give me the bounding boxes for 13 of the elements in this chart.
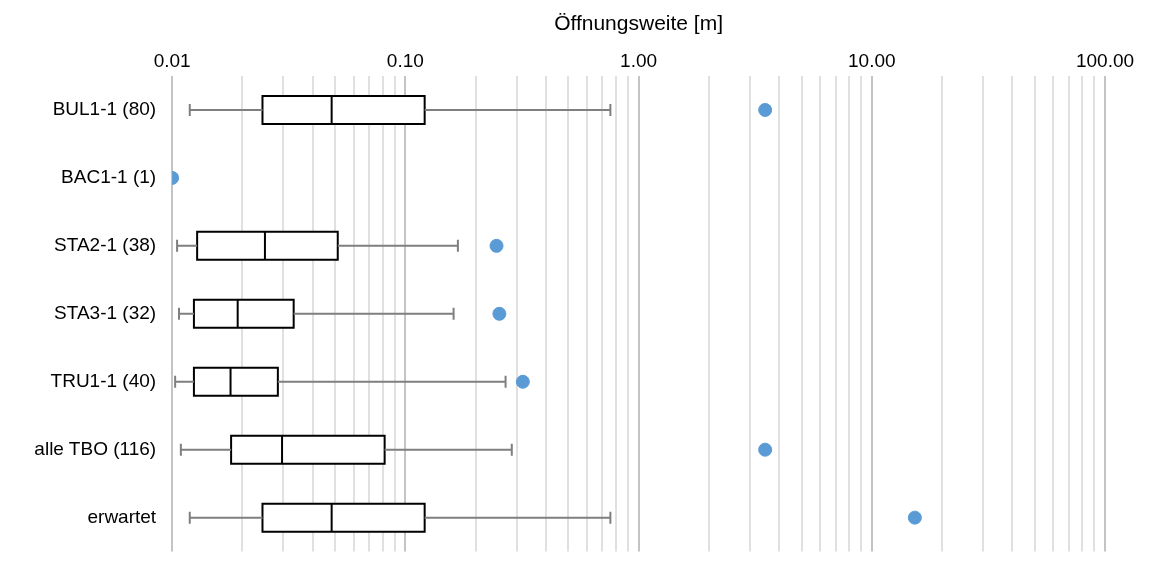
y-tick-label: TRU1-1 (40) (50, 369, 157, 391)
x-axis-title: Öffnungsweite [m] (554, 11, 724, 35)
y-tick-label: BAC1-1 (1) (61, 166, 157, 188)
y-tick-label: STA3-1 (32) (54, 302, 157, 324)
x-tick-label: 10.00 (848, 49, 896, 71)
y-tick-label: erwartet (87, 505, 157, 527)
x-tick-label: 1.00 (620, 49, 658, 71)
x-tick-label: 100.00 (1075, 49, 1135, 71)
y-tick-label: STA2-1 (38) (54, 234, 157, 256)
y-tick-label: alle TBO (116) (34, 437, 157, 459)
y-tick-label: BUL1-1 (80) (52, 98, 157, 120)
x-tick-label: 0.01 (153, 49, 191, 71)
x-tick-label: 0.10 (386, 49, 424, 71)
